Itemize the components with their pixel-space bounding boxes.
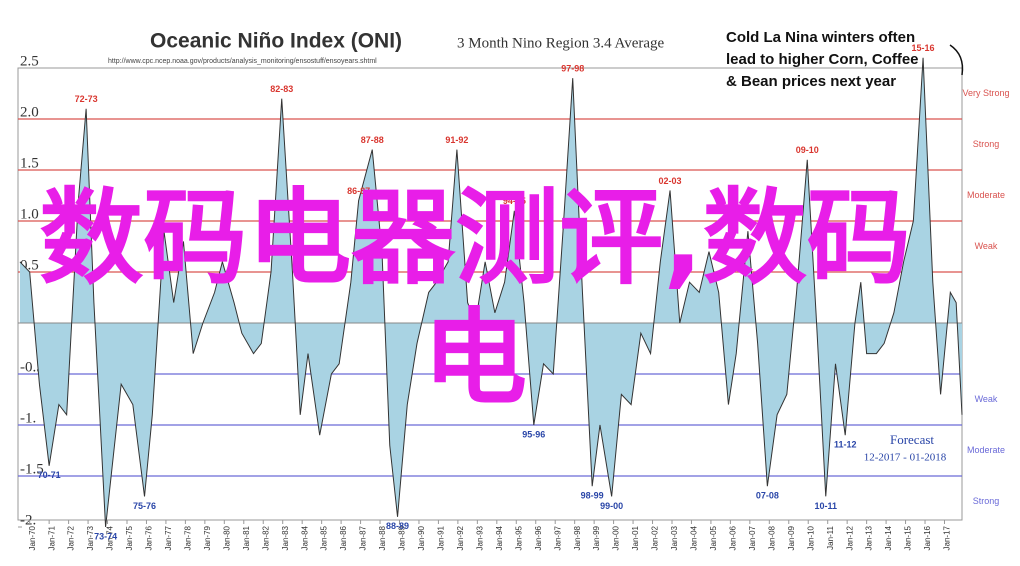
x-tick-label: Jan-74 [106, 525, 115, 550]
y-tick-label: -1. [20, 410, 36, 426]
event-label: 95-96 [522, 429, 545, 439]
x-tick-label: Jan-91 [437, 525, 446, 550]
event-label: 10-11 [814, 501, 837, 511]
intensity-label: Very Strong [962, 88, 1009, 98]
x-tick-label: Jan-05 [709, 525, 718, 550]
event-label: 73-74 [94, 531, 117, 541]
x-tick-label: Jan-83 [281, 525, 290, 550]
intensity-label: Moderate [967, 445, 1005, 455]
x-tick-label: Jan-17 [943, 525, 952, 550]
event-label: 82-83 [270, 84, 293, 94]
x-tick-label: Jan-80 [222, 525, 231, 550]
x-tick-label: Jan-73 [86, 525, 95, 550]
event-label: 86-87 [347, 186, 370, 196]
x-tick-label: Jan-75 [125, 525, 134, 550]
y-tick-label: 1.5 [20, 155, 39, 171]
x-tick-label: Jan-87 [359, 525, 368, 550]
x-tick-label: Jan-72 [67, 525, 76, 550]
x-tick-label: Jan-84 [300, 525, 309, 550]
y-tick-label: -2. [20, 512, 36, 528]
plot-frame [17, 67, 963, 521]
source-url: http://www.cpc.ncep.noaa.gov/products/an… [108, 58, 377, 65]
y-tick-label: 2.5 [20, 53, 39, 69]
forecast-period: 12-2017 - 01-2018 [864, 452, 947, 464]
x-tick-label: Jan-81 [242, 525, 251, 550]
callout: & Bean prices next year [726, 73, 896, 90]
x-tick-label: Jan-79 [203, 525, 212, 550]
x-tick-label: Jan-95 [514, 525, 523, 550]
event-label: 91-92 [445, 135, 468, 145]
x-tick-label: Jan-06 [728, 525, 737, 550]
chart-title: Oceanic Niño Index (ONI) [150, 30, 402, 53]
event-label: 02-03 [659, 176, 682, 186]
x-tick-label: Jan-09 [787, 525, 796, 550]
x-tick-label: Jan-82 [261, 525, 270, 550]
event-label: 88-89 [386, 521, 409, 531]
chart-subtitle: 3 Month Nino Region 3.4 Average [457, 35, 665, 51]
y-tick-label: -1.5 [20, 461, 44, 477]
event-label: 98-99 [581, 491, 604, 501]
callout: lead to higher Corn, Coffee [726, 51, 919, 68]
y-tick-label: 1.0 [20, 206, 39, 222]
intensity-label: Strong [973, 496, 1000, 506]
x-tick-label: Jan-12 [845, 525, 854, 550]
callout-arrow [949, 44, 964, 76]
event-label: 97-98 [561, 64, 584, 74]
x-tick-label: Jan-76 [145, 525, 154, 550]
area-line [19, 57, 963, 528]
x-tick-label: Jan-97 [553, 525, 562, 550]
intensity-label: Strong [973, 139, 1000, 149]
event-label: 99-00 [600, 501, 623, 511]
x-tick-label: Jan-99 [592, 525, 601, 550]
x-tick-label: Jan-14 [884, 525, 893, 550]
x-tick-label: Jan-01 [631, 525, 640, 550]
overlay-text: 数码电器测评,数码电 [39, 177, 911, 419]
x-tick-label: Jan-85 [320, 525, 329, 550]
y-tick-label: 2.0 [20, 104, 39, 120]
x-tick-label: Jan-00 [612, 525, 621, 550]
x-tick-label: Jan-04 [690, 525, 699, 550]
x-tick-label: Jan-94 [495, 525, 504, 550]
x-tick-label: Jan-11 [826, 525, 835, 549]
event-label: 07-08 [756, 491, 779, 501]
x-tick-label: Jan-96 [534, 525, 543, 550]
callout: Cold La Nina winters often [726, 29, 915, 46]
event-label: 70-71 [38, 470, 61, 480]
event-label: 11-12 [834, 440, 857, 450]
x-tick-label: Jan-89 [398, 525, 407, 550]
x-tick-label: Jan-10 [806, 525, 815, 550]
x-tick-label: Jan-92 [456, 525, 465, 550]
x-tick-label: Jan-93 [475, 525, 484, 550]
x-tick-label: Jan-77 [164, 525, 173, 550]
event-label: 72-73 [75, 94, 98, 104]
x-tick-label: Jan-02 [651, 525, 660, 550]
x-tick-label: Jan-70 [28, 525, 37, 550]
x-tick-label: Jan-86 [339, 525, 348, 550]
x-tick-label: Jan-90 [417, 525, 426, 550]
x-tick-label: Jan-03 [670, 525, 679, 550]
x-tick-label: Jan-15 [904, 525, 913, 550]
x-tick-label: Jan-88 [378, 525, 387, 550]
x-tick-label: Jan-08 [767, 525, 776, 550]
event-label: 09-10 [796, 145, 819, 155]
x-tick-label: Jan-78 [183, 525, 192, 550]
x-tick-label: Jan-16 [923, 525, 932, 550]
x-tick-label: Jan-98 [573, 525, 582, 550]
event-label: 87-88 [361, 135, 384, 145]
forecast-title: Forecast [890, 432, 934, 447]
x-tick-label: Jan-71 [47, 525, 56, 550]
intensity-label: Moderate [967, 190, 1005, 200]
event-label: 94-95 [503, 196, 526, 206]
event-label: 15-16 [912, 43, 935, 53]
x-tick-label: Jan-13 [865, 525, 874, 550]
x-tick-label: Jan-07 [748, 525, 757, 550]
intensity-label: Weak [975, 394, 998, 404]
intensity-label: Weak [975, 241, 998, 251]
event-label: 75-76 [133, 501, 156, 511]
